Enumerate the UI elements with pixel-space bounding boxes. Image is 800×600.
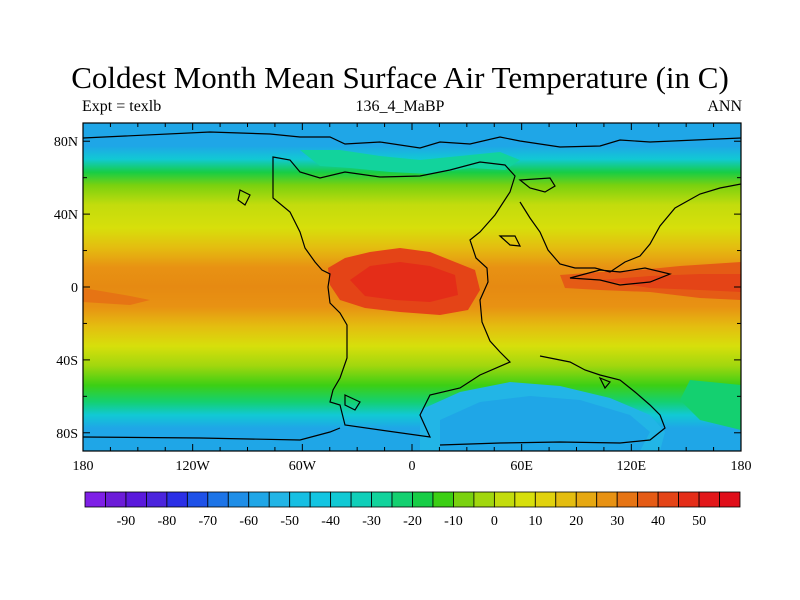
colorbar-swatch — [473, 491, 495, 508]
x-tick-label: 0 — [409, 459, 416, 474]
colorbar-labels: -90 -80 -70 -60 -50 -40 -30 -20 -10 0 10 20 30 40 50 — [117, 514, 706, 529]
x-tick-label: 120W — [176, 459, 211, 474]
temperature-feature — [83, 288, 150, 305]
y-axis: 80N 40N 0 40S 80S — [54, 135, 741, 442]
colorbar-label: -60 — [239, 514, 258, 529]
colorbar-label: 0 — [491, 514, 498, 529]
colorbar-swatch — [432, 491, 454, 508]
colorbar-swatch — [309, 491, 332, 508]
experiment-label: Expt = texlb — [82, 98, 162, 115]
y-tick-label: 0 — [71, 281, 78, 296]
colorbar-label: -20 — [403, 514, 422, 529]
y-tick-label: 40S — [56, 354, 78, 369]
y-tick-label: 80S — [56, 427, 78, 442]
colorbar-label: 10 — [528, 514, 542, 529]
colorbar-swatch — [268, 491, 291, 508]
colorbar-swatch — [371, 491, 393, 508]
colorbar-swatch — [166, 491, 188, 508]
season-label: ANN — [707, 98, 742, 115]
colorbar-swatch — [146, 491, 168, 508]
colorbar-swatch — [657, 491, 679, 508]
colorbar-swatch — [637, 491, 659, 508]
colorbar-label: -10 — [444, 514, 463, 529]
colorbar-label: 30 — [610, 514, 624, 529]
x-tick-label: 60W — [289, 459, 317, 474]
colorbar-swatch — [186, 491, 209, 508]
colorbar-label: -30 — [362, 514, 381, 529]
x-tick-label: 180 — [73, 459, 94, 474]
colorbar-swatch — [289, 491, 311, 508]
temperature-feature — [440, 396, 650, 451]
x-tick-label: 180 — [731, 459, 752, 474]
colorbar-label: -40 — [321, 514, 340, 529]
temperature-feature — [350, 262, 458, 302]
colorbar-swatch — [616, 491, 639, 508]
colorbar-swatch — [453, 491, 475, 508]
x-tick-label: 60E — [510, 459, 533, 474]
colorbar-swatch — [719, 491, 741, 508]
x-axis: 180 120W 60W 0 60E 120E 180 — [73, 123, 752, 474]
colorbar-swatch — [330, 491, 352, 508]
colorbar-swatch — [575, 491, 598, 508]
map-layer — [83, 123, 741, 451]
colorbar-label: -50 — [280, 514, 299, 529]
colorbar-swatch — [698, 491, 720, 508]
colorbar-swatch — [207, 491, 229, 508]
time-label: 136_4_MaBP — [355, 98, 445, 115]
temperature-feature — [680, 380, 741, 430]
colorbar-swatch — [125, 491, 147, 508]
colorbar-swatch — [534, 491, 557, 508]
colorbar-label: -70 — [198, 514, 217, 529]
colorbar-label: 20 — [569, 514, 583, 529]
colorbar-swatch — [350, 491, 372, 508]
colorbar-swatch — [555, 491, 577, 508]
x-tick-label: 120E — [617, 459, 647, 474]
temperature-feature — [600, 274, 741, 292]
colorbar-swatch — [514, 491, 536, 508]
colorbar-swatch — [248, 491, 270, 508]
colorbar-swatch — [105, 491, 127, 508]
colorbar-swatch — [391, 491, 413, 508]
colorbar-swatch — [493, 491, 516, 508]
colorbar-swatch — [678, 491, 700, 508]
colorbar-swatch — [84, 491, 106, 508]
chart-title: Coldest Month Mean Surface Air Temperatu… — [71, 60, 729, 95]
colorbar-label: 40 — [651, 514, 665, 529]
colorbar — [84, 491, 741, 508]
colorbar-swatch — [596, 491, 618, 508]
colorbar-label: -90 — [117, 514, 136, 529]
y-tick-label: 80N — [54, 135, 78, 150]
colorbar-label: 50 — [692, 514, 706, 529]
continent-outline — [83, 131, 741, 446]
colorbar-swatch — [412, 491, 434, 508]
y-tick-label: 40N — [54, 208, 78, 223]
colorbar-swatch — [227, 491, 250, 508]
colorbar-label: -80 — [158, 514, 177, 529]
temperature-feature — [300, 150, 520, 174]
